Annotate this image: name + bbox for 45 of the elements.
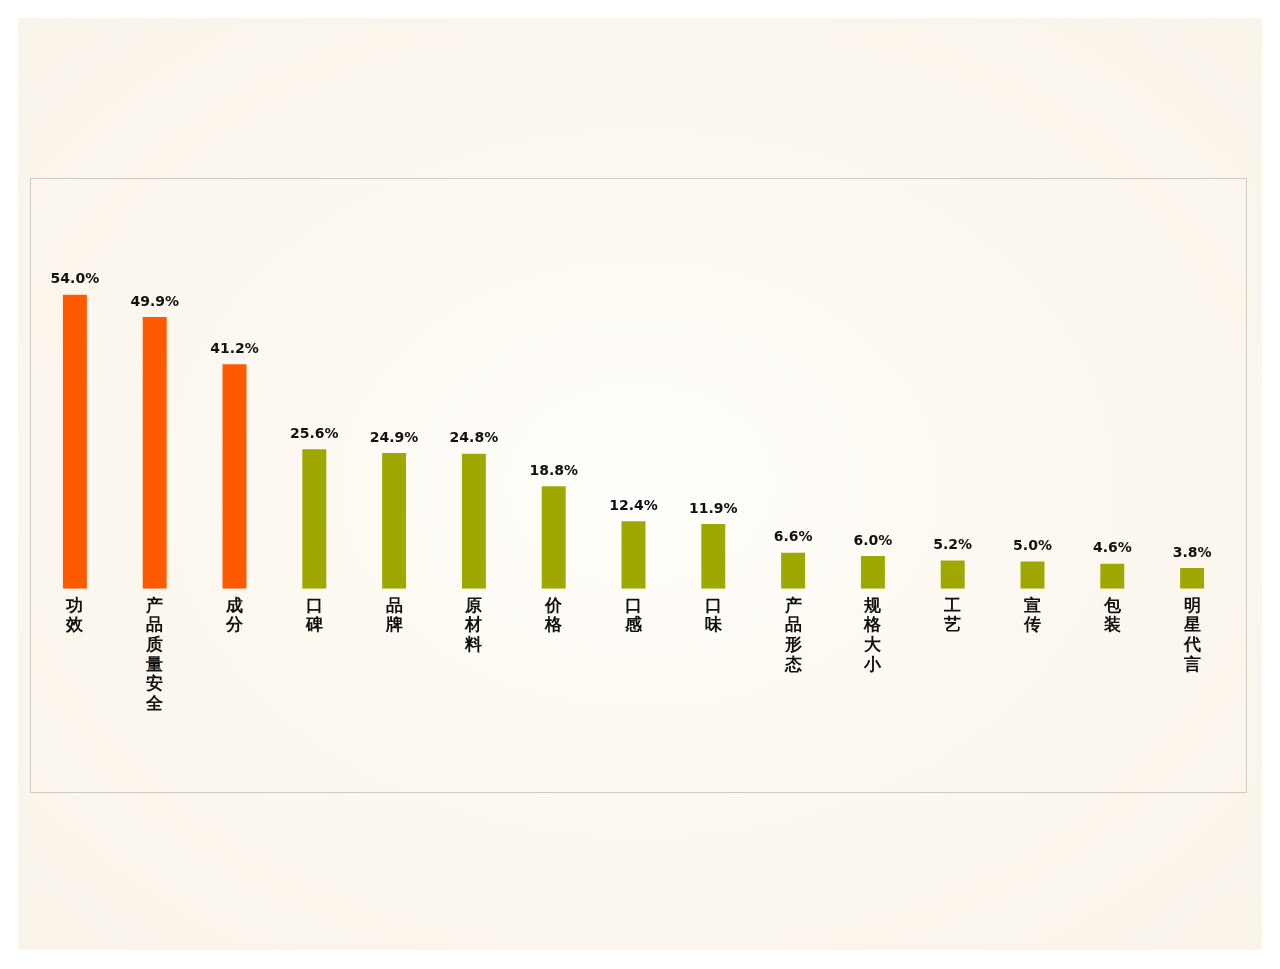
x-tick-label: 口味 bbox=[704, 594, 723, 635]
x-tick-label: 明星代言 bbox=[1182, 594, 1201, 674]
x-tick-label: 规格大小 bbox=[863, 594, 883, 674]
data-label: 25.6% bbox=[290, 424, 339, 441]
bar bbox=[62, 294, 87, 589]
data-label: 5.0% bbox=[1013, 537, 1052, 554]
data-label: 12.4% bbox=[609, 496, 658, 513]
x-tick-label: 工艺 bbox=[943, 594, 962, 635]
x-tick-label: 口感 bbox=[624, 594, 643, 635]
x-tick-label: 原材料 bbox=[464, 594, 483, 654]
x-tick-label: 产品质量安全 bbox=[145, 594, 165, 713]
bar bbox=[302, 449, 327, 589]
data-label: 6.0% bbox=[853, 531, 893, 548]
data-label: 49.9% bbox=[130, 292, 179, 309]
bar bbox=[461, 453, 486, 589]
data-label: 5.2% bbox=[933, 536, 973, 553]
x-tick-label: 包装 bbox=[1102, 594, 1122, 635]
bar bbox=[701, 523, 726, 589]
data-label: 24.8% bbox=[449, 429, 499, 446]
bar bbox=[781, 552, 806, 589]
bar bbox=[860, 556, 885, 589]
bar bbox=[541, 486, 566, 589]
data-label: 54.0% bbox=[50, 270, 100, 287]
bar bbox=[1100, 563, 1125, 589]
x-tick-label: 品牌 bbox=[384, 594, 403, 635]
bar bbox=[1020, 561, 1045, 589]
bar bbox=[621, 521, 646, 589]
data-label: 41.2% bbox=[210, 340, 259, 357]
data-label: 18.8% bbox=[529, 461, 578, 478]
x-tick-label: 成分 bbox=[225, 594, 244, 635]
bar bbox=[940, 560, 965, 589]
data-label: 3.8% bbox=[1172, 543, 1212, 560]
x-tick-label: 宣传 bbox=[1023, 594, 1041, 635]
x-tick-label: 价格 bbox=[544, 594, 564, 635]
data-label: 6.6% bbox=[773, 528, 813, 545]
data-label: 11.9% bbox=[689, 499, 738, 516]
x-tick-label: 产品形态 bbox=[783, 594, 802, 674]
bar bbox=[382, 453, 407, 589]
data-label: 24.9% bbox=[369, 428, 419, 445]
bar bbox=[142, 317, 167, 589]
bar bbox=[1180, 568, 1205, 589]
x-tick-label: 功效 bbox=[65, 594, 85, 635]
bar bbox=[222, 364, 247, 589]
x-tick-label: 口碑 bbox=[304, 594, 323, 635]
data-label: 4.6% bbox=[1092, 539, 1132, 556]
